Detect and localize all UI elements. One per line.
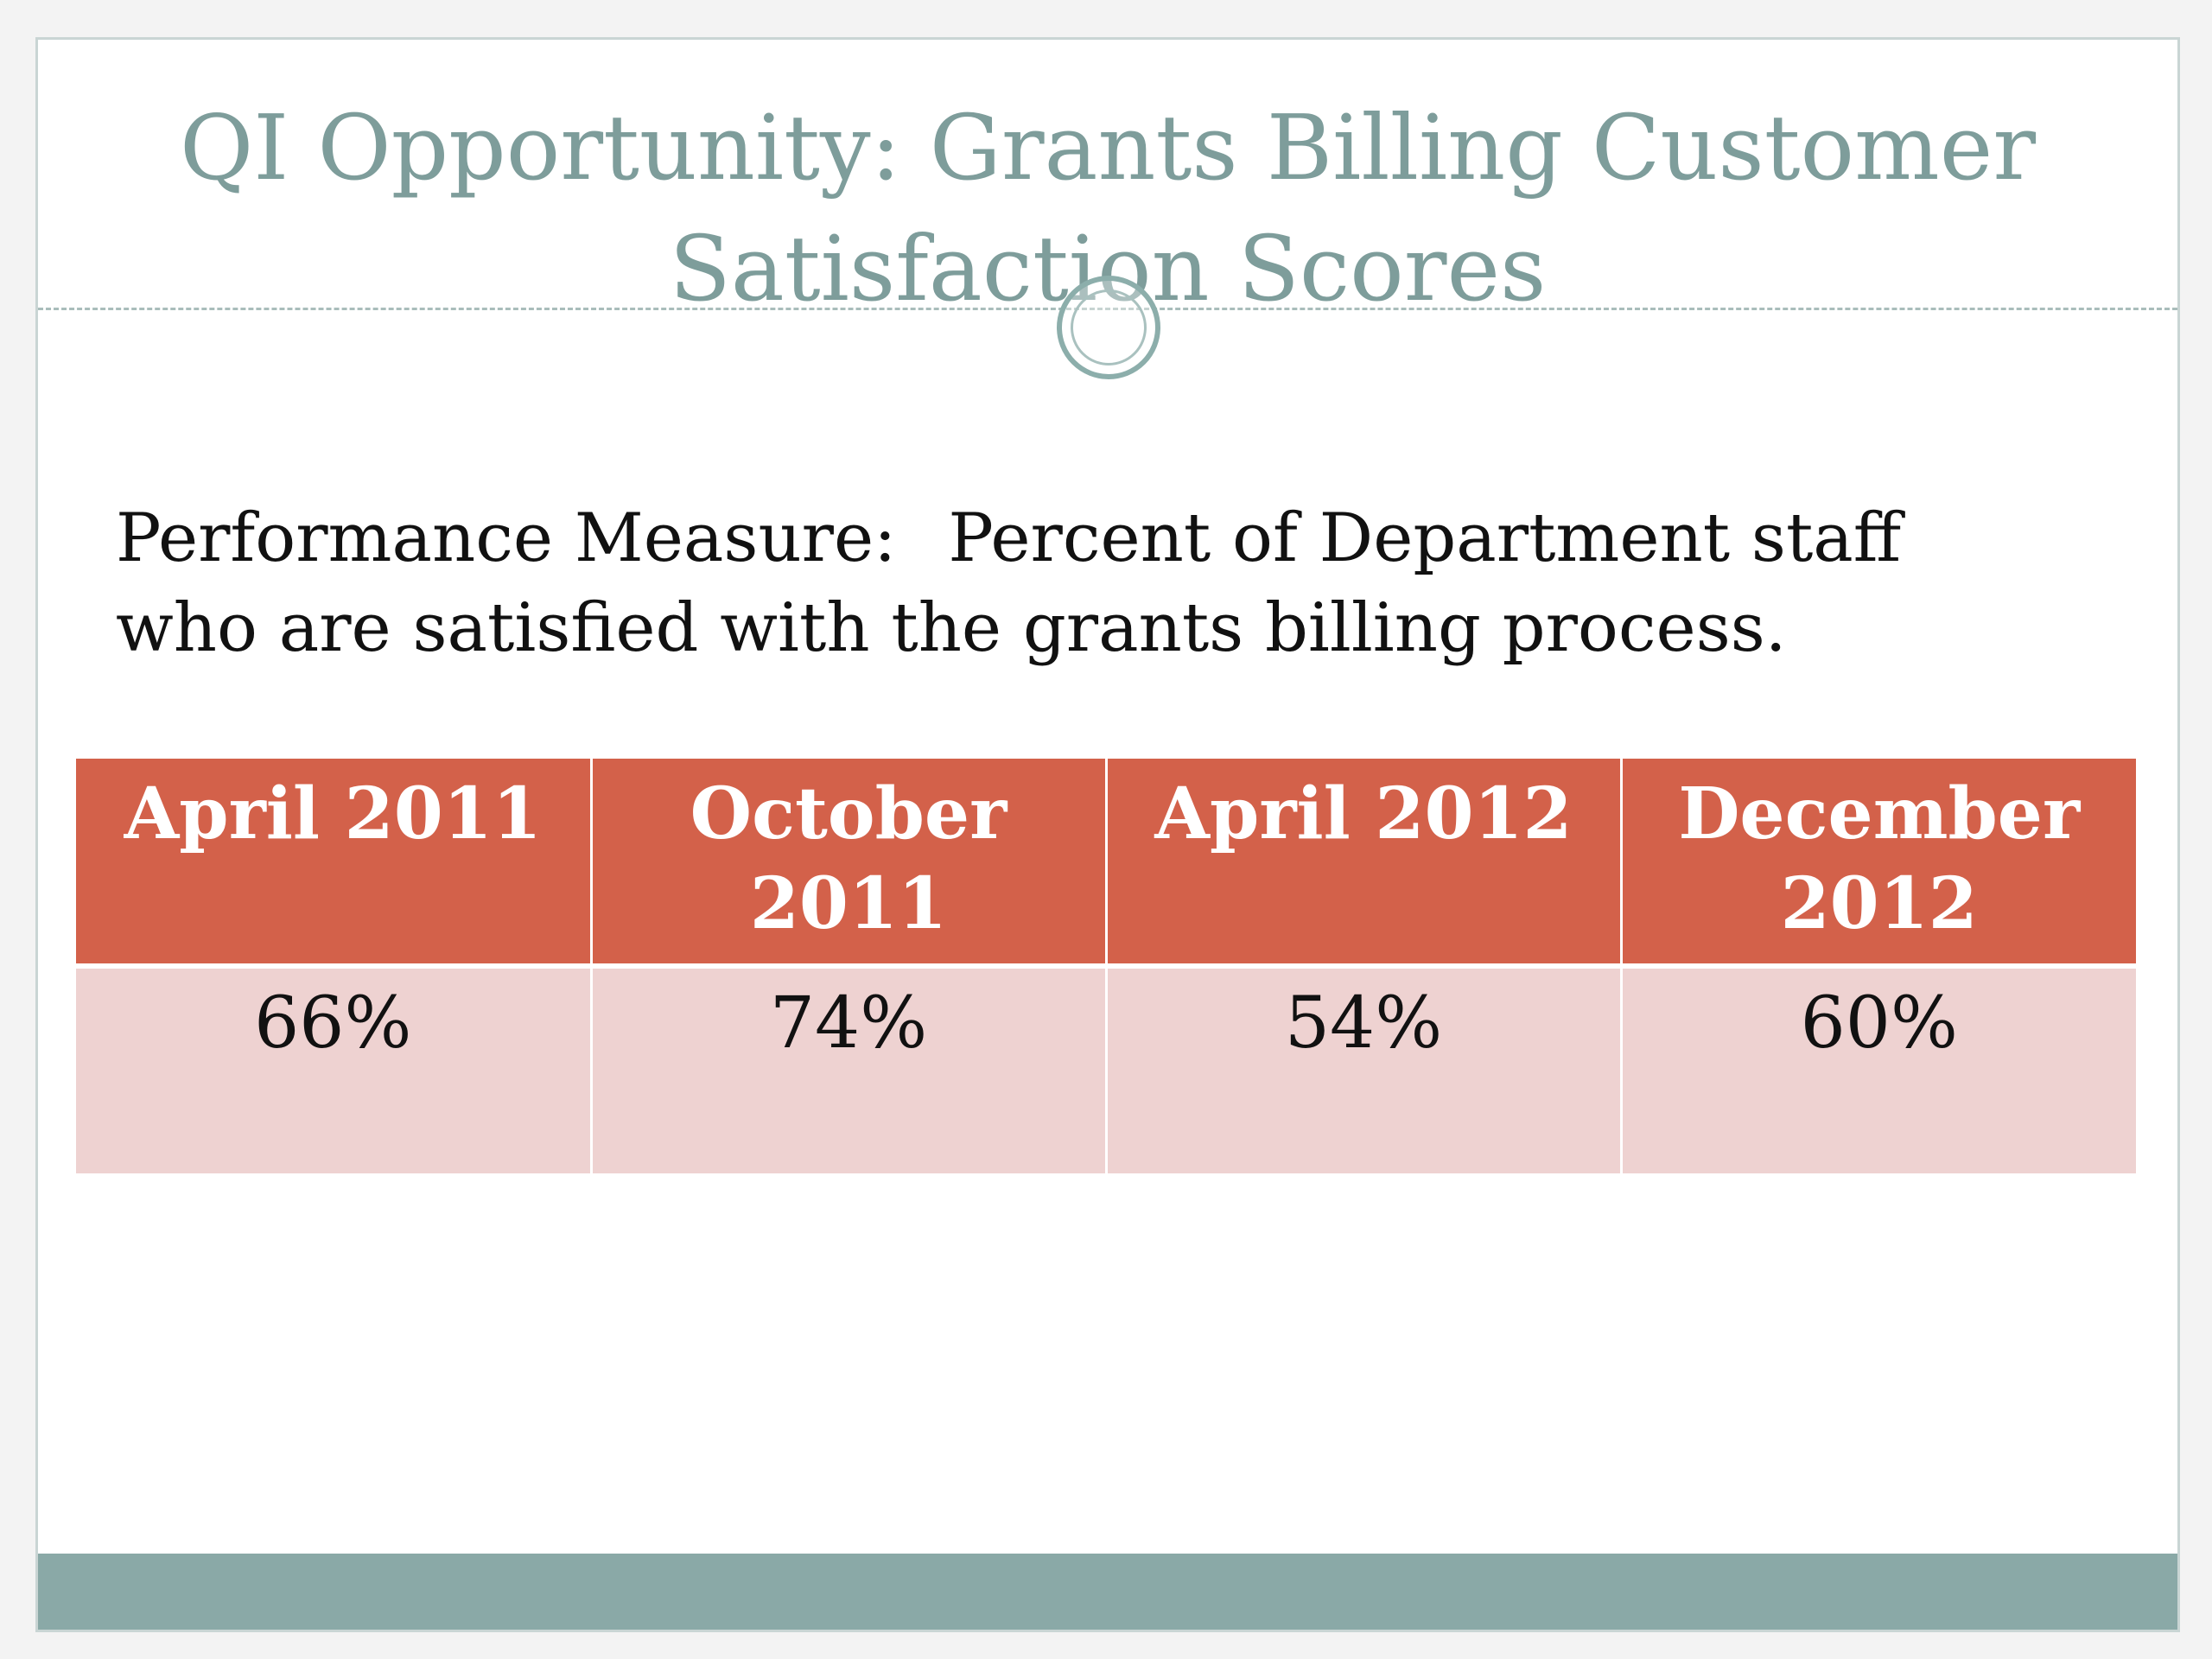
table-header-cell: April 2011 <box>76 759 593 969</box>
table-cell: 54% <box>1106 966 1623 1173</box>
performance-measure-label: Performance Measure: <box>116 499 897 577</box>
table-cell: 66% <box>76 966 593 1173</box>
table-cell: 74% <box>591 966 1108 1173</box>
footer-bar <box>38 1554 2177 1630</box>
performance-measure-text: Percent of Department staff who are sati… <box>116 499 1902 667</box>
table-row: 66% 74% 54% 60% <box>76 966 2136 1173</box>
satisfaction-scores-table: April 2011 October 2011 April 2012 Decem… <box>76 759 2136 1173</box>
table-cell: 60% <box>1621 966 2136 1173</box>
table-header-cell: December 2012 <box>1621 759 2136 969</box>
table-header-cell: October 2011 <box>591 759 1108 969</box>
table-header-cell: April 2012 <box>1106 759 1623 969</box>
table-header-row: April 2011 October 2011 April 2012 Decem… <box>76 759 2136 969</box>
slide-title: QI Opportunity: Grants Billing Customer … <box>38 87 2177 329</box>
performance-measure: Performance Measure: Percent of Departmen… <box>116 493 2060 673</box>
circle-ornament-icon <box>1057 276 1160 379</box>
slide: QI Opportunity: Grants Billing Customer … <box>35 37 2180 1632</box>
title-line-1: QI Opportunity: Grants Billing Customer <box>179 95 2037 200</box>
